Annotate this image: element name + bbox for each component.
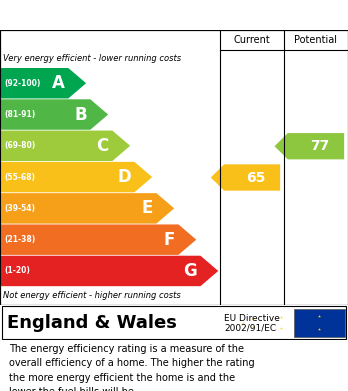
Polygon shape — [1, 68, 86, 99]
Polygon shape — [1, 162, 152, 192]
Text: 2002/91/EC: 2002/91/EC — [224, 323, 277, 332]
Polygon shape — [1, 99, 108, 130]
Text: (69-80): (69-80) — [4, 141, 35, 150]
Text: The energy efficiency rating is a measure of the
overall efficiency of a home. T: The energy efficiency rating is a measur… — [9, 344, 254, 391]
Text: E: E — [142, 199, 153, 217]
Text: A: A — [52, 74, 65, 92]
Text: (39-54): (39-54) — [4, 204, 35, 213]
Text: (55-68): (55-68) — [4, 172, 35, 181]
Bar — [294, 308, 345, 337]
Polygon shape — [211, 164, 280, 191]
Polygon shape — [1, 193, 174, 224]
Polygon shape — [1, 256, 218, 286]
Polygon shape — [1, 131, 130, 161]
Text: B: B — [74, 106, 87, 124]
Text: Potential: Potential — [294, 35, 338, 45]
Text: (92-100): (92-100) — [4, 79, 41, 88]
Text: 77: 77 — [310, 139, 329, 153]
Text: (81-91): (81-91) — [4, 110, 35, 119]
Text: (1-20): (1-20) — [4, 266, 30, 275]
Text: Current: Current — [234, 35, 270, 45]
Polygon shape — [275, 133, 344, 160]
Text: (21-38): (21-38) — [4, 235, 35, 244]
Text: EU Directive: EU Directive — [224, 314, 280, 323]
Text: England & Wales: England & Wales — [7, 314, 177, 332]
Text: 65: 65 — [246, 170, 265, 185]
Text: F: F — [164, 231, 175, 249]
Text: G: G — [183, 262, 197, 280]
Text: Energy Efficiency Rating: Energy Efficiency Rating — [60, 6, 288, 24]
Text: C: C — [97, 137, 109, 155]
Text: D: D — [117, 168, 131, 186]
Text: Very energy efficient - lower running costs: Very energy efficient - lower running co… — [3, 54, 182, 63]
Polygon shape — [1, 224, 196, 255]
Text: Not energy efficient - higher running costs: Not energy efficient - higher running co… — [3, 292, 181, 301]
